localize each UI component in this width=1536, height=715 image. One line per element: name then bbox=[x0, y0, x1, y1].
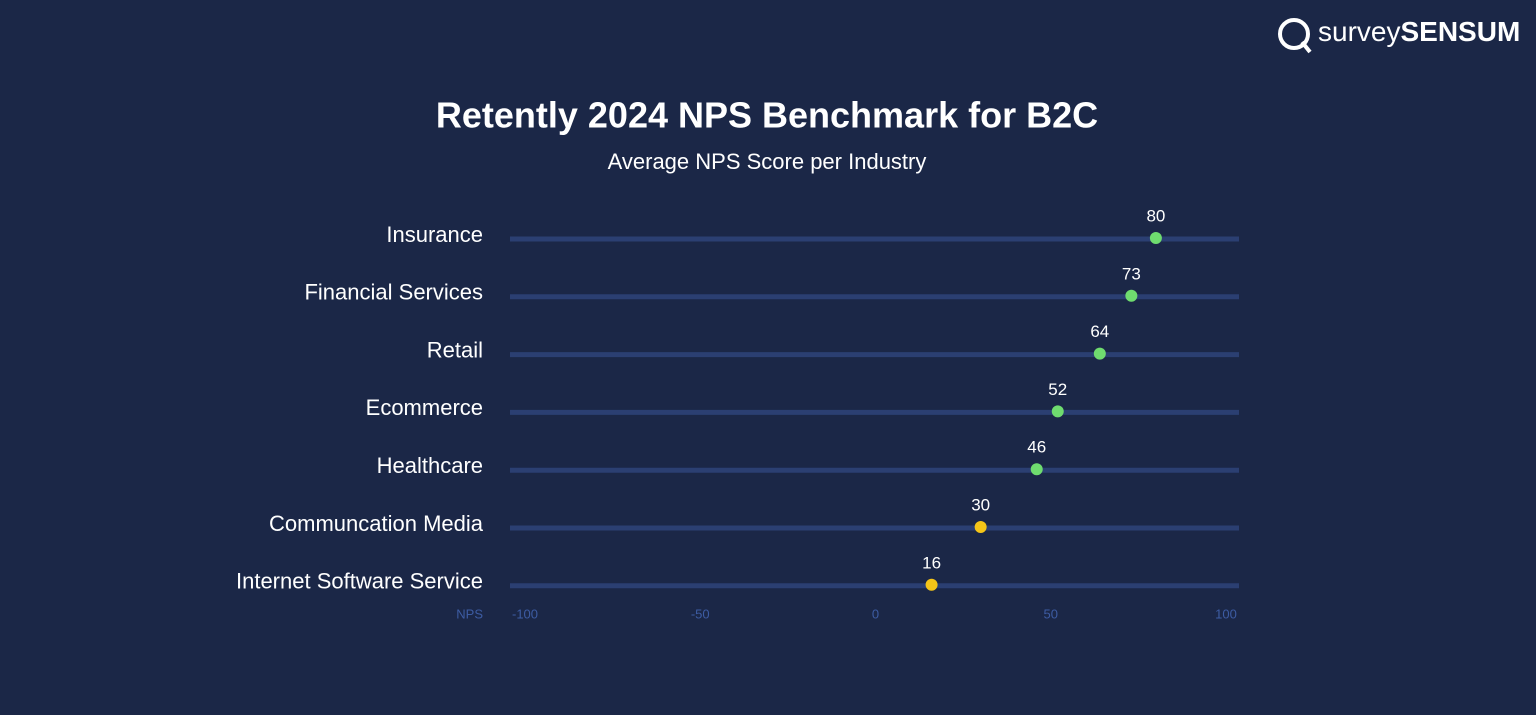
dot bbox=[1051, 405, 1064, 418]
category-label: Ecommerce bbox=[366, 395, 483, 420]
logo-icon-handle bbox=[1300, 40, 1312, 54]
x-tick-label: -50 bbox=[691, 606, 710, 621]
x-tick-label: -100 bbox=[512, 606, 538, 621]
dot bbox=[1093, 347, 1106, 360]
value-label: 30 bbox=[971, 495, 990, 514]
x-axis-label: NPS bbox=[456, 606, 483, 621]
logo: surveySENSUM bbox=[1278, 16, 1520, 54]
x-tick-label: 100 bbox=[1215, 606, 1237, 621]
category-label: Internet Software Service bbox=[236, 569, 483, 594]
x-tick-label: 50 bbox=[1044, 606, 1058, 621]
category-label: Insurance bbox=[386, 222, 483, 247]
dot bbox=[1149, 232, 1162, 244]
value-label: 52 bbox=[1048, 380, 1067, 399]
dot bbox=[974, 521, 987, 533]
logo-light: survey bbox=[1318, 16, 1400, 47]
dot bbox=[925, 578, 938, 591]
value-label: 73 bbox=[1122, 264, 1141, 283]
logo-icon bbox=[1278, 18, 1310, 50]
value-label: 46 bbox=[1027, 438, 1046, 457]
x-tick-label: 0 bbox=[872, 606, 879, 621]
chart-subtitle: Average NPS Score per Industry bbox=[608, 149, 927, 174]
dot bbox=[1125, 289, 1138, 302]
logo-bold: SENSUM bbox=[1400, 16, 1520, 47]
category-label: Healthcare bbox=[377, 453, 483, 478]
value-label: 80 bbox=[1146, 206, 1165, 225]
chart-title: Retently 2024 NPS Benchmark for B2C bbox=[436, 95, 1098, 136]
logo-text: surveySENSUM bbox=[1318, 16, 1520, 47]
category-label: Communcation Media bbox=[269, 511, 484, 536]
category-label: Retail bbox=[427, 337, 483, 362]
dot bbox=[1030, 463, 1043, 476]
value-label: 64 bbox=[1090, 322, 1109, 341]
value-label: 16 bbox=[922, 553, 941, 572]
category-label: Financial Services bbox=[304, 280, 483, 305]
